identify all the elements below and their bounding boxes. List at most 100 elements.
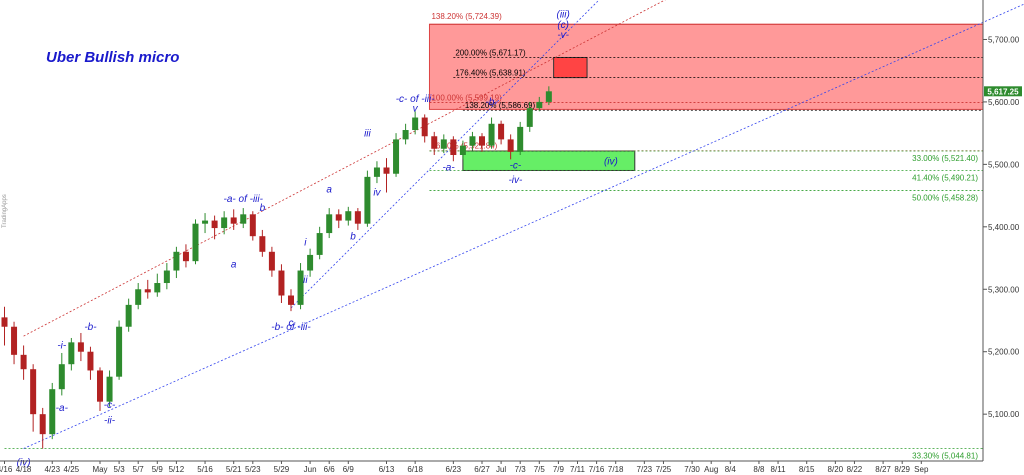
candle-body [68, 342, 75, 365]
fib-level-label: 33.30% (5,044.81) [912, 452, 978, 461]
last-price-marker: 5,617.25 [984, 86, 1022, 97]
wave-label: -c- of -iii- [396, 94, 436, 105]
candle-body [412, 117, 419, 131]
time-tick-label: 6/6 [324, 465, 336, 474]
price-axis: 5,100.00 5,200.00 5,300.00 5,400.00 5,500.00… [983, 35, 1020, 419]
candle-body [335, 214, 342, 221]
candle-body [507, 139, 514, 152]
time-tick-label: 8/20 [828, 465, 844, 474]
candle-body [249, 214, 256, 237]
wave-label: -ii- [104, 416, 116, 427]
wave-label: c [289, 318, 294, 329]
wave-label: iv [373, 188, 381, 199]
candle-body [373, 167, 380, 177]
fib-level-label: 50.00% (5,458.28) [912, 193, 978, 202]
time-tick-label: 7/3 [515, 465, 527, 474]
wave-label: (c) [557, 20, 569, 31]
fib-level-label: 100.00% (5,599.19) [431, 93, 502, 102]
candle-body [421, 117, 428, 137]
last-price-box [984, 86, 1022, 97]
time-tick-label: Sep [914, 465, 929, 474]
time-tick-label: 7/9 [553, 465, 565, 474]
candle-body [116, 326, 123, 377]
candle-body [526, 108, 533, 127]
price-tick-label: 5,400.00 [988, 223, 1020, 232]
candles-layer [1, 86, 552, 449]
time-tick-label: 6/27 [474, 465, 490, 474]
candle-body [230, 217, 237, 224]
candle-body [288, 295, 294, 305]
wave-label: -a- [56, 403, 69, 414]
candle-body [364, 176, 371, 224]
green-support-zone [462, 150, 636, 171]
candle-body [545, 91, 552, 102]
candle-body [345, 211, 352, 221]
time-tick-label: Jun [304, 465, 317, 474]
candle-body [154, 283, 161, 293]
time-tick-label: 7/11 [570, 465, 586, 474]
candle-body [307, 254, 314, 271]
time-axis: 4/164/18 4/23 4/25 May 5/3 5/7 5/9 5/12 5/16 5/21… [0, 461, 929, 474]
candle-body [431, 136, 438, 149]
wave-label: b [260, 203, 266, 214]
time-tick-label: 8/4 [725, 465, 737, 474]
candle-body [77, 342, 84, 352]
time-tick-label: 8/8 [753, 465, 765, 474]
time-tick-label: 6/23 [446, 465, 462, 474]
candle-body [402, 130, 409, 140]
candle-body [268, 251, 275, 271]
fib-level-label: 138.20% (5,586.69) [465, 101, 536, 110]
candle-body [135, 289, 142, 305]
wave-label: (iv) [604, 156, 618, 167]
time-tick-label: 4/25 [64, 465, 80, 474]
time-tick-label: 4/18 [16, 465, 32, 474]
candle-body [97, 370, 103, 402]
candle-body [1, 317, 8, 327]
candle-body [354, 211, 361, 224]
time-tick-label: 7/23 [637, 465, 653, 474]
candle-body [517, 126, 524, 152]
candle-body [11, 326, 18, 355]
target-box [553, 56, 588, 79]
candle-body [440, 139, 447, 149]
candle-body [479, 136, 485, 146]
time-tick-label: 5/16 [197, 465, 213, 474]
time-tick-label: 7/30 [684, 465, 700, 474]
time-tick-label: May [92, 465, 107, 474]
time-tick-label: 5/9 [152, 465, 164, 474]
fib-level-label: 33.00% (5,521.40) [912, 154, 978, 163]
price-tick-label: 5,100.00 [988, 410, 1020, 419]
wave-label: -c- [510, 161, 522, 172]
wave-label: -a- of -iii- [224, 194, 264, 205]
fib-level-label: 200.00% (5,671.17) [455, 48, 526, 57]
time-tick-label: 8/15 [799, 465, 815, 474]
wave-label: -b- [84, 322, 97, 333]
time-tick-label: 8/11 [771, 465, 787, 474]
time-tick-label: 6/18 [407, 465, 423, 474]
time-tick-label: 5/7 [133, 465, 145, 474]
candle-body [459, 145, 466, 155]
watermark: TradingApps [2, 194, 8, 228]
fib-level-label: 138.20% (5,724.39) [431, 12, 502, 21]
wave-label: -iv- [508, 175, 523, 186]
candle-body [278, 270, 285, 296]
wave-label: -b- of -iii- [271, 322, 311, 333]
time-tick-label: 4/16 [0, 465, 13, 474]
time-tick-label: 7/5 [534, 465, 546, 474]
candle-body [106, 376, 113, 402]
time-tick-label: Aug [704, 465, 718, 474]
fib-level-label: 41.40% (5,490.21) [912, 173, 978, 182]
candle-body [30, 369, 37, 415]
candle-body [202, 220, 209, 224]
wave-label: ii [303, 275, 308, 286]
candle-body [488, 123, 495, 146]
red-target-zone [428, 23, 984, 110]
fib-levels-layer: 138.20% (5,724.39) 200.00% (5,671.17) 176.… [4, 12, 983, 461]
price-tick-label: 5,600.00 [988, 98, 1020, 107]
time-tick-label: 8/27 [875, 465, 891, 474]
candle-body [393, 139, 400, 174]
candle-body [326, 214, 333, 234]
candle-body [259, 236, 266, 252]
candle-body [297, 270, 304, 305]
time-tick-label: 5/21 [226, 465, 242, 474]
